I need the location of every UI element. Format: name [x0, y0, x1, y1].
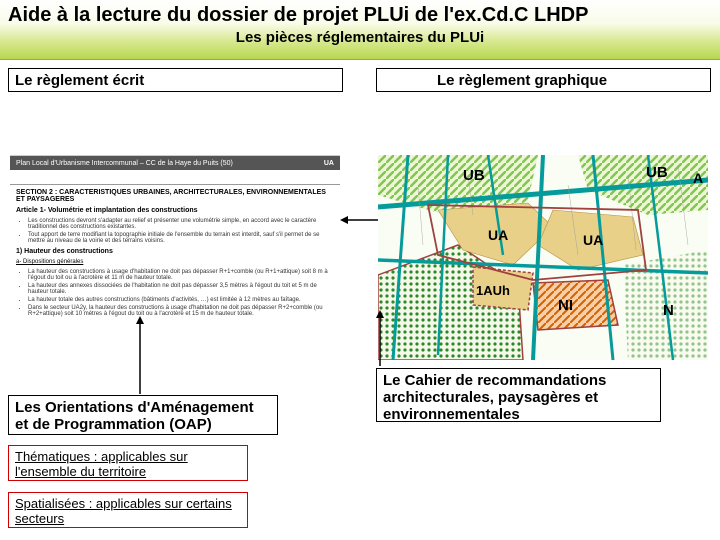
doc-body2: La hauteur des constructions à usage d'h…	[10, 269, 340, 317]
zoning-map: UB UB A UA UA 1AUh NI N	[378, 155, 708, 360]
doc-bullet: La hauteur des annexes dissociées de l'h…	[28, 283, 334, 295]
zone-label-ni: NI	[558, 297, 573, 314]
doc-article: Article 1- Volumétrie et implantation de…	[10, 205, 340, 216]
doc-body: Les constructions devront s'adapter au r…	[10, 218, 340, 244]
box-oap: Les Orientations d'Aménagement et de Pro…	[8, 395, 278, 435]
heading-oap: Les Orientations d'Aménagement et de Pro…	[15, 399, 254, 433]
doc-header: Plan Local d'Urbanisme Intercommunal – C…	[10, 156, 340, 170]
box-reglement-ecrit: Le règlement écrit	[8, 68, 343, 92]
page-subtitle: Les pièces réglementaires du PLUi	[8, 29, 712, 46]
zone-label-ub: UB	[463, 167, 485, 184]
doc-bullet: La hauteur des constructions à usage d'h…	[28, 269, 334, 281]
doc-header-left: Plan Local d'Urbanisme Intercommunal – C…	[16, 160, 233, 167]
text-thematiques: Thématiques : applicables sur l'ensemble…	[15, 449, 188, 479]
doc-sub-a: a- Dispositions générales	[10, 257, 340, 267]
document-thumbnail: Plan Local d'Urbanisme Intercommunal – C…	[10, 155, 340, 375]
doc-bullet: Dans le secteur UA2y, la hauteur des con…	[28, 305, 334, 317]
heading-reglement-graphique: Le règlement graphique	[437, 72, 607, 89]
heading-cahier: Le Cahier de recommandations architectur…	[383, 372, 606, 423]
heading-reglement-ecrit: Le règlement écrit	[15, 72, 144, 89]
zone-label-ua: UA	[488, 227, 508, 243]
box-reglement-graphique: Le règlement graphique	[376, 68, 711, 92]
text-spatialisees: Spatialisées : applicables sur certains …	[15, 496, 232, 526]
doc-header-right: UA	[324, 160, 334, 167]
box-thematiques: Thématiques : applicables sur l'ensemble…	[8, 445, 248, 481]
zone-label-n: N	[663, 302, 674, 319]
page-title: Aide à la lecture du dossier de projet P…	[8, 4, 712, 27]
content-area: Le règlement écrit Le règlement graphiqu…	[0, 60, 720, 540]
zone-label-ua: UA	[583, 232, 603, 248]
zone-label-a: A	[693, 170, 703, 186]
box-spatialisees: Spatialisées : applicables sur certains …	[8, 492, 248, 528]
doc-bullet: Tout apport de terre modifiant la topogr…	[28, 232, 334, 244]
arrow-map-to-doc	[340, 210, 380, 230]
zone-label-auh: 1AUh	[476, 283, 510, 298]
box-cahier: Le Cahier de recommandations architectur…	[376, 368, 661, 422]
title-bar: Aide à la lecture du dossier de projet P…	[0, 0, 720, 60]
zone-label-ub: UB	[646, 164, 668, 181]
doc-subheader	[10, 170, 340, 185]
doc-n1: 1) Hauteur des constructions	[10, 246, 340, 257]
doc-bullet: Les constructions devront s'adapter au r…	[28, 218, 334, 230]
doc-bullet: La hauteur totale des autres constructio…	[28, 297, 334, 303]
doc-section: SECTION 2 : CARACTERISTIQUES URBAINES, A…	[10, 185, 340, 205]
zoning-map-svg: UB UB A UA UA 1AUh NI N	[378, 155, 708, 360]
